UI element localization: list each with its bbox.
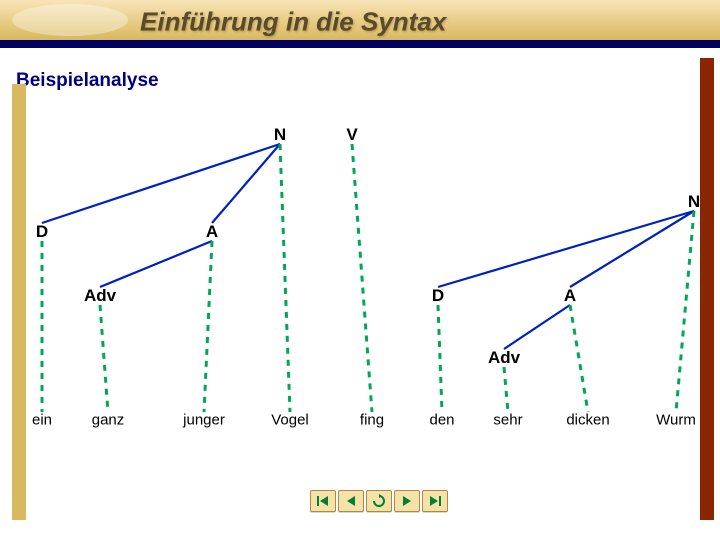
word-ganz: ganz (92, 412, 125, 429)
left-accent-bar (12, 84, 26, 520)
tree-node-A_l: A (206, 222, 218, 242)
word-ein: ein (32, 412, 52, 429)
nav-next[interactable] (394, 490, 420, 512)
tree-node-A_r: A (564, 286, 576, 306)
nav-bar (310, 490, 448, 512)
word-fing: fing (360, 412, 384, 429)
nav-prev[interactable] (338, 490, 364, 512)
tree-node-Adv_l: Adv (84, 286, 116, 306)
nav-first[interactable] (310, 490, 336, 512)
tree-node-V_top: V (346, 125, 357, 145)
nav-last[interactable] (422, 490, 448, 512)
banner-title: Einführung in die Syntax (140, 7, 446, 38)
right-accent-bar (700, 58, 714, 520)
word-Vogel: Vogel (271, 412, 309, 429)
tree-node-Adv_r: Adv (488, 348, 520, 368)
tree-node-D_r: D (432, 286, 444, 306)
word-Wurm: Wurm (656, 412, 696, 429)
tree-node-N_top: N (274, 125, 286, 145)
word-sehr: sehr (493, 412, 522, 429)
section-title: Beispielanalyse (16, 70, 159, 92)
word-den: den (429, 412, 454, 429)
tree-node-D_l: D (36, 222, 48, 242)
word-dicken: dicken (566, 412, 609, 429)
tree-node-N_r: N (688, 192, 700, 212)
banner: Einführung in die Syntax (0, 0, 720, 48)
word-junger: junger (183, 412, 225, 429)
nav-loop[interactable] (366, 490, 392, 512)
